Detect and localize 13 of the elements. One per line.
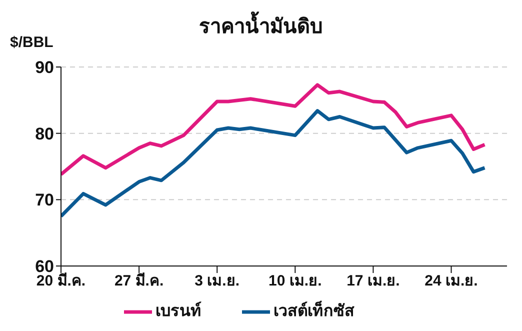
line-series xyxy=(61,109,486,218)
x-tick-label: 3 เม.ย. xyxy=(194,272,240,290)
legend-label: เวสต์เท็กซัส xyxy=(274,303,354,320)
line-series xyxy=(61,83,486,176)
legend-label: เบรนท์ xyxy=(156,303,202,320)
y-tick-label: 90 xyxy=(35,58,54,78)
x-tick-label: 10 เม.ย. xyxy=(268,272,322,290)
y-tick-label: 80 xyxy=(35,124,54,144)
x-tick-label: 27 มี.ค. xyxy=(114,272,164,290)
y-axis-title: $/BBL xyxy=(10,34,54,51)
y-tick-label: 70 xyxy=(35,190,54,210)
x-tick-label: 24 เม.ย. xyxy=(424,272,478,290)
x-tick-label: 17 เม.ย. xyxy=(346,272,400,290)
